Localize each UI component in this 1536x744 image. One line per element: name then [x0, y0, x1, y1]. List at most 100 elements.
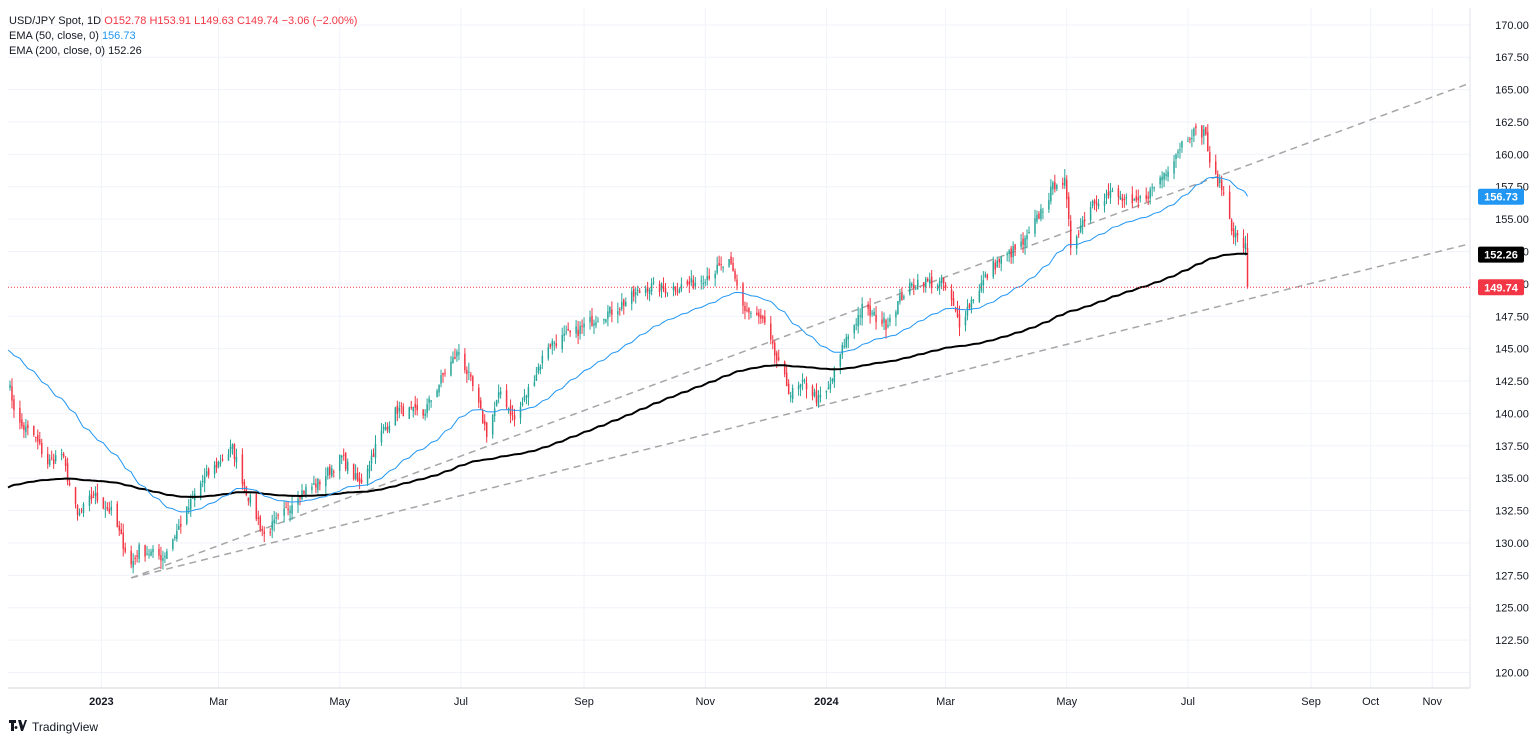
candle-body — [734, 270, 736, 279]
candle-body — [605, 319, 607, 322]
candle-body — [158, 548, 160, 556]
candle-body — [1028, 232, 1030, 234]
candle-body — [50, 457, 53, 459]
candle-body — [758, 312, 760, 317]
candle-body — [1218, 177, 1221, 183]
candle-body — [1228, 192, 1231, 219]
candle-body — [1173, 161, 1175, 174]
candle-body — [132, 560, 134, 568]
candle-body — [174, 536, 176, 539]
candle-body — [772, 341, 774, 344]
price-tick-label: 145.00 — [1495, 344, 1529, 356]
symbol-label[interactable]: USD/JPY Spot, 1D — [9, 15, 102, 27]
candle-body — [980, 283, 983, 291]
candle-body — [728, 259, 730, 267]
candle-body — [104, 508, 107, 510]
candle-body — [857, 315, 859, 327]
candle-body — [402, 406, 405, 417]
candle-body — [346, 461, 349, 472]
candle-body — [714, 273, 716, 279]
candle-body — [120, 529, 122, 534]
time-tick-label: Mar — [936, 696, 955, 708]
candle-body — [636, 289, 639, 292]
tradingview-brand[interactable]: TradingView — [9, 720, 98, 734]
candle-body — [972, 299, 975, 301]
time-axis[interactable]: 2023 Mar May Jul Sep Nov 2024 Mar May Jul Sep Oct No… — [89, 696, 1442, 708]
candle-body — [482, 410, 484, 424]
candle-body — [366, 469, 369, 484]
legend-ema50-row[interactable]: EMA (50, close, 0) 156.73 — [9, 29, 357, 44]
candle-body — [273, 519, 275, 524]
candle-body — [674, 286, 677, 292]
candle-body — [903, 296, 905, 299]
candle-body — [382, 427, 385, 429]
candle-body — [829, 383, 832, 389]
candle-body — [372, 453, 375, 457]
candle-body — [547, 347, 550, 359]
brand-name: TradingView — [32, 720, 99, 734]
candle-body — [841, 344, 844, 355]
candle-body — [497, 392, 500, 398]
candle-body — [134, 557, 136, 559]
candle-body — [1236, 233, 1239, 236]
price-tick-label: 122.50 — [1495, 635, 1529, 647]
candle-body — [491, 415, 494, 435]
candle-body — [1191, 138, 1193, 140]
price-tick-label: 140.00 — [1495, 408, 1529, 420]
candle-body — [436, 390, 438, 398]
candle-body — [764, 316, 766, 323]
candle-body — [303, 490, 305, 494]
time-tick-label: May — [329, 696, 350, 708]
candle-body — [1189, 138, 1191, 140]
price-tick-label: 165.00 — [1495, 85, 1529, 97]
candle-body — [178, 525, 180, 530]
candle-body — [770, 323, 772, 340]
candle-body — [108, 508, 111, 513]
candle-body — [470, 374, 472, 377]
candle-body — [1195, 126, 1197, 129]
candle-body — [722, 267, 724, 269]
candle-body — [827, 387, 830, 390]
candle-body — [172, 539, 174, 550]
legend-ema200-row[interactable]: EMA (200, close, 0) 152.26 — [9, 44, 357, 59]
candle-body — [942, 278, 945, 284]
price-axis[interactable]: 120.00 122.50 125.00 127.50 130.00 132.50 135.… — [1495, 20, 1529, 680]
candle-body — [885, 319, 887, 330]
candle-body — [909, 282, 911, 295]
candle-body — [1123, 198, 1126, 200]
candle-body — [374, 443, 377, 458]
candle-body — [966, 306, 969, 317]
trendlines[interactable] — [130, 82, 1471, 579]
candle-body — [438, 384, 440, 393]
candle-body — [775, 352, 778, 361]
ema-50-line — [7, 176, 1248, 513]
candle-body — [199, 483, 202, 497]
candle-body — [11, 386, 13, 401]
candle-body — [660, 283, 663, 291]
candle-body — [94, 492, 97, 497]
candle-body — [1095, 202, 1098, 205]
candle-body — [1165, 174, 1167, 176]
candle-body — [495, 400, 498, 406]
candle-body — [1222, 192, 1225, 194]
candle-body — [450, 361, 452, 376]
candle-body — [483, 420, 486, 425]
price-tick-label: 127.50 — [1495, 570, 1529, 582]
candle-body — [982, 279, 985, 286]
candle-body — [579, 325, 581, 335]
candle-body — [944, 284, 947, 288]
candle-body — [1207, 132, 1209, 151]
candle-body — [464, 353, 466, 371]
candle-body — [1067, 196, 1070, 219]
candle-body — [315, 483, 317, 488]
candle-body — [789, 395, 792, 398]
candle-body — [499, 391, 502, 395]
candle-body — [1103, 201, 1106, 207]
candle-body — [1079, 225, 1082, 232]
candle-body — [883, 317, 885, 323]
candle-body — [1151, 187, 1153, 189]
candle-body — [164, 555, 166, 558]
candle-body — [259, 516, 262, 530]
candle-body — [563, 333, 565, 336]
